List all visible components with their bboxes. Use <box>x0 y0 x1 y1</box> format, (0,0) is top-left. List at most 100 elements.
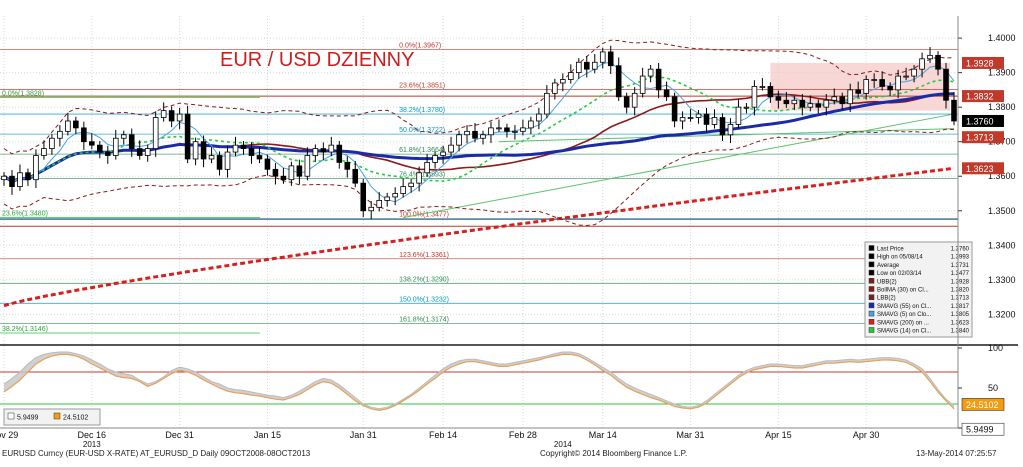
candle-body <box>528 120 534 129</box>
candle-body <box>464 130 470 136</box>
price-tag-box <box>962 90 1004 103</box>
osc-fill-segment <box>171 367 180 374</box>
candle-body <box>480 134 486 139</box>
candle-body <box>296 165 303 177</box>
price-tag-label: 1.3832 <box>966 92 994 102</box>
candle-body <box>807 103 814 108</box>
candle-body <box>328 144 335 153</box>
candle-body <box>711 117 718 125</box>
candle-body <box>615 65 622 98</box>
fib-level-label: 123.6%(1.3361) <box>399 252 449 259</box>
legend-swatch <box>868 319 875 325</box>
legend-value: 1.3731 <box>951 263 970 269</box>
osc-fill-segment <box>219 384 228 392</box>
legend-label: SMAVG (5) on Clo... <box>877 312 932 318</box>
osc-fill-segment <box>347 391 356 401</box>
candle-body <box>735 106 742 125</box>
candle-body <box>927 54 933 60</box>
candle-body <box>320 148 327 153</box>
osc-fill-segment <box>610 372 619 382</box>
candle-body <box>647 68 654 77</box>
candle-body <box>488 127 494 136</box>
sma5-line <box>3 61 955 203</box>
candle-body <box>536 113 542 122</box>
candle-body <box>783 99 790 105</box>
candle-body <box>560 79 566 84</box>
candle-body <box>232 144 239 153</box>
osc-legend-swatch <box>7 412 15 420</box>
candle-body <box>895 75 901 91</box>
legend-swatch <box>868 286 875 292</box>
y-tick-label: 1.3800 <box>988 102 1016 112</box>
legend-swatch <box>868 302 875 309</box>
legend-value: 1.3928 <box>951 279 970 285</box>
chart-title: EUR / USD DZIENNY <box>220 49 414 71</box>
candle-body <box>160 110 167 118</box>
price-tag-label: 1.3760 <box>966 116 994 126</box>
candle-body <box>49 137 55 150</box>
osc-fill-segment <box>11 372 20 387</box>
legend-value: 1.3623 <box>951 320 970 326</box>
fib-level-label: 100.0%(1.3477) <box>399 212 449 219</box>
osc-tick-label: 50 <box>988 383 998 393</box>
candle-body <box>440 151 446 156</box>
upper-bollinger-band <box>3 39 955 155</box>
candle-body <box>17 172 23 187</box>
candle-body <box>847 89 854 105</box>
trend-line <box>498 128 955 143</box>
candle-body <box>152 117 159 150</box>
osc-fill-segment <box>307 381 316 390</box>
osc-fill-segment <box>634 388 643 395</box>
candle-body <box>240 144 247 150</box>
price-tag-label: 1.3623 <box>966 164 994 174</box>
osc-fill-segment <box>443 364 452 372</box>
osc-legend-label: 5.9499 <box>17 415 39 422</box>
x-tick-label: Apr 15 <box>765 430 792 440</box>
osc-fill-segment <box>83 356 92 364</box>
candle-body <box>424 162 430 174</box>
x-tick-label: Feb 14 <box>429 430 457 440</box>
candle-body <box>520 127 526 132</box>
candle-body <box>392 193 398 198</box>
candle-body <box>73 120 79 129</box>
candle-body <box>799 99 806 108</box>
candle-body <box>264 158 271 170</box>
candle-body <box>552 82 558 94</box>
y-tick-label: 1.3400 <box>988 240 1016 250</box>
candle-body <box>943 68 949 101</box>
candle-body <box>671 96 678 122</box>
x-tick-label: Dec 31 <box>165 430 194 440</box>
candle-body <box>272 168 279 177</box>
candle-body <box>623 96 630 108</box>
price-tag-box <box>962 131 1004 144</box>
candle-body <box>384 196 390 201</box>
candle-body <box>504 127 510 132</box>
osc-fill-segment <box>35 354 44 364</box>
osc-fill-segment <box>4 378 12 392</box>
candle-body <box>831 96 838 101</box>
candle-body <box>456 134 462 146</box>
candle-body <box>544 92 550 115</box>
osc-line-fast <box>3 351 955 410</box>
osc-fill-segment <box>618 378 627 388</box>
candle-body <box>256 155 263 160</box>
legend-label: UBB(2) <box>877 279 897 285</box>
candle-body <box>304 155 311 177</box>
osc-fill-segment <box>195 372 204 380</box>
candle-body <box>288 165 295 181</box>
candle-body <box>344 162 351 170</box>
fib-level-label: 23.6%(1.3851) <box>399 83 445 90</box>
candle-body <box>607 51 614 67</box>
fib-level-label: 61.8%(1.3664) <box>399 147 445 154</box>
y-tick-label: 1.3500 <box>988 206 1016 216</box>
candle-body <box>416 172 422 184</box>
candle-body <box>687 117 694 119</box>
candle-body <box>655 68 662 91</box>
candle-body <box>89 141 95 146</box>
candle-body <box>823 99 830 108</box>
candle-body <box>663 89 670 98</box>
osc-fill-segment <box>435 368 444 379</box>
legend-label: LBB(2) <box>877 296 896 302</box>
candle-body <box>591 61 598 70</box>
candle-body <box>639 75 646 94</box>
